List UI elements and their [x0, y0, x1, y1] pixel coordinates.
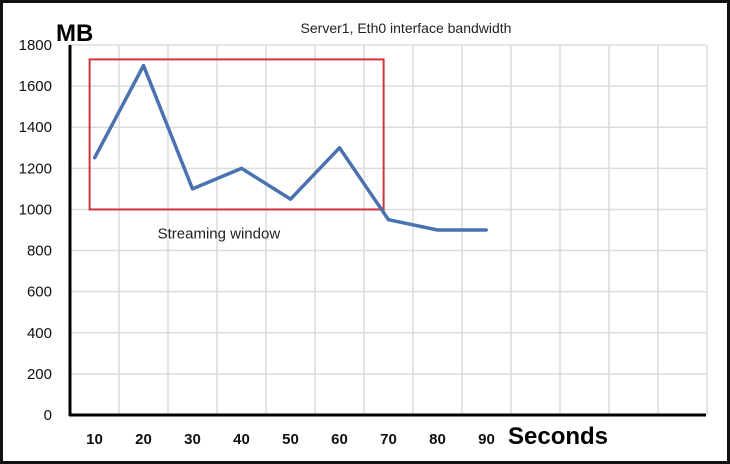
- y-tick-label: 200: [27, 366, 52, 383]
- data-point: [142, 64, 145, 68]
- axes: [68, 45, 706, 417]
- data-point: [240, 166, 243, 170]
- data-point: [338, 146, 341, 150]
- x-tick-label: 30: [184, 431, 201, 448]
- x-axis-label: Seconds: [508, 423, 608, 450]
- y-tick-label: 400: [27, 325, 52, 342]
- y-tick-label: 600: [27, 284, 52, 301]
- x-tick-label: 90: [478, 431, 495, 448]
- x-tick-label: 50: [282, 431, 299, 448]
- streaming-window-label: Streaming window: [158, 225, 281, 242]
- streaming-window-box: [88, 58, 385, 211]
- x-tick-label: 40: [233, 431, 250, 448]
- data-point: [485, 228, 488, 232]
- y-tick-label: 1000: [19, 201, 52, 218]
- y-axis-label: MB: [56, 20, 93, 47]
- x-tick-labels: 10 20 30 40 50 60 70 80 90: [86, 431, 495, 448]
- data-point: [436, 228, 439, 232]
- data-point: [191, 187, 194, 191]
- y-tick-label: 1800: [19, 37, 52, 54]
- x-tick-label: 60: [331, 431, 348, 448]
- y-tick-label: 0: [44, 407, 52, 424]
- series-line: [92, 63, 487, 232]
- y-tick-labels: 0 200 400 600 800 1000 1200 1400 1600 1800: [19, 37, 52, 424]
- annotations: Streaming window: [88, 58, 385, 242]
- chart-title: Server1, Eth0 interface bandwidth: [301, 20, 512, 36]
- series: [92, 63, 488, 232]
- x-tick-label: 10: [86, 431, 103, 448]
- x-tick-label: 80: [429, 431, 446, 448]
- x-tick-label: 20: [135, 431, 152, 448]
- data-point: [93, 156, 96, 160]
- y-tick-label: 800: [27, 243, 52, 260]
- y-tick-label: 1200: [19, 160, 52, 177]
- data-point: [387, 218, 390, 222]
- data-point: [289, 197, 292, 201]
- x-tick-label: 70: [380, 431, 397, 448]
- y-tick-label: 1400: [19, 119, 52, 136]
- y-tick-label: 1600: [19, 78, 52, 95]
